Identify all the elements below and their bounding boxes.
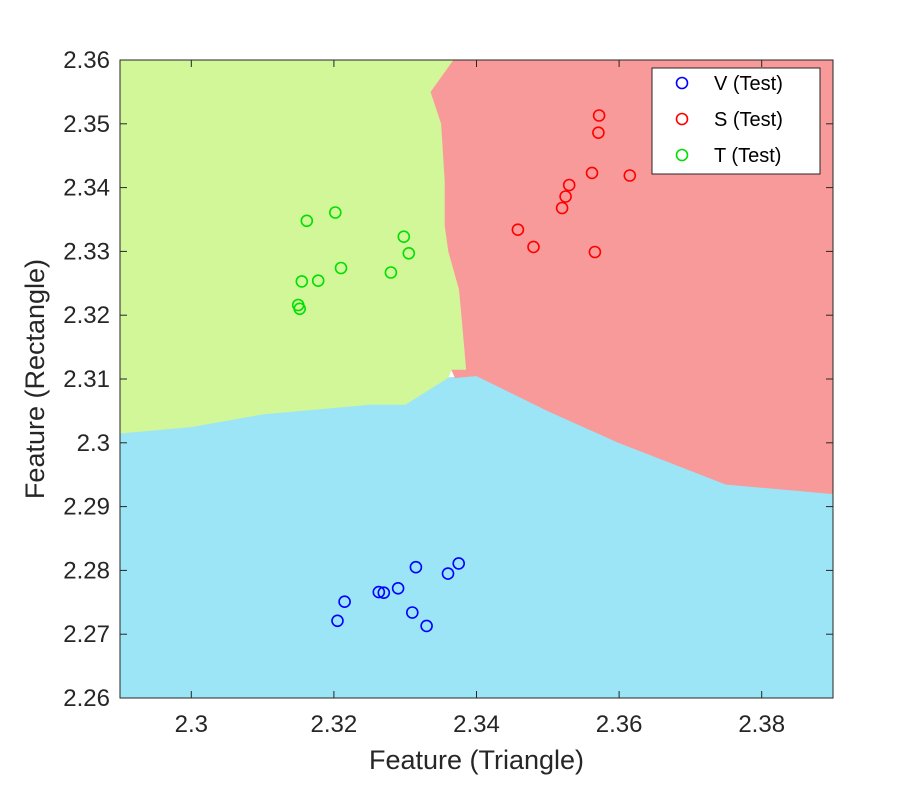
point-s-test-7 <box>588 245 602 259</box>
point-s-test-3 <box>555 201 569 215</box>
legend-entry-v-test: V (Test) <box>714 73 783 95</box>
point-t-test-2 <box>293 302 307 316</box>
y-tick-label: 2.29 <box>63 494 110 521</box>
point-t-test-8 <box>384 266 398 279</box>
x-tick-label: 2.38 <box>738 711 785 738</box>
y-tick-label: 2.3 <box>77 430 110 457</box>
x-tick-label: 2.34 <box>453 711 500 738</box>
y-tick-label: 2.31 <box>63 366 110 393</box>
point-t-test-3 <box>295 275 309 288</box>
legend: V (Test) S (Test) T (Test) <box>651 67 821 175</box>
legend-marker-v-test <box>675 76 689 90</box>
y-axis-label: Feature (Rectangle) <box>20 259 50 499</box>
x-tick-label: 2.32 <box>311 711 358 738</box>
point-v-test-7 <box>409 560 423 574</box>
point-s-test-9 <box>592 109 606 122</box>
y-tick-label: 2.28 <box>63 557 110 584</box>
point-t-test-5 <box>311 274 325 288</box>
point-v-test-4 <box>377 586 391 600</box>
y-tick-label: 2.36 <box>63 47 110 74</box>
point-s-test-5 <box>562 178 576 192</box>
y-tick-label: 2.33 <box>63 238 110 265</box>
point-v-test-9 <box>441 567 455 580</box>
point-v-test-3 <box>372 585 386 599</box>
point-v-test-10 <box>452 557 466 570</box>
x-tick-label: 2.3 <box>175 711 208 738</box>
y-tick-label: 2.34 <box>63 175 110 202</box>
point-t-test-10 <box>402 247 416 260</box>
region-t <box>119 59 467 434</box>
point-s-test-1 <box>511 223 525 236</box>
point-s-test-6 <box>585 166 599 180</box>
x-axis-ticks: 2.3 2.32 2.34 2.36 2.38 <box>175 60 785 738</box>
x-tick-label: 2.36 <box>596 711 643 738</box>
point-s-test-8 <box>592 126 605 139</box>
legend-box <box>651 67 821 175</box>
y-tick-label: 2.26 <box>63 685 110 712</box>
point-v-test-5 <box>391 581 405 595</box>
x-axis-label: Feature (Triangle) <box>369 745 584 775</box>
test-points <box>291 109 637 633</box>
point-v-test-2 <box>338 595 351 609</box>
legend-marker-t-test <box>675 148 689 162</box>
point-v-test-6 <box>405 606 419 619</box>
point-s-test-10 <box>623 169 637 182</box>
point-s-test-2 <box>527 240 540 254</box>
y-tick-label: 2.27 <box>63 621 110 648</box>
point-t-test-4 <box>300 214 314 228</box>
y-tick-label: 2.35 <box>63 111 110 138</box>
point-v-test-1 <box>331 614 344 628</box>
legend-entry-t-test: T (Test) <box>714 145 781 167</box>
y-tick-label: 2.32 <box>63 302 110 329</box>
legend-entry-s-test: S (Test) <box>714 109 783 131</box>
point-s-test-4 <box>559 190 572 203</box>
point-t-test-9 <box>397 230 411 243</box>
legend-marker-s-test <box>675 112 689 126</box>
y-axis-ticks: 2.26 2.27 2.28 2.29 2.3 2.31 2.32 2.33 2.34 2.35 2… <box>63 47 833 712</box>
point-t-test-7 <box>334 261 348 275</box>
point-v-test-8 <box>420 619 433 633</box>
point-t-test-6 <box>328 206 342 219</box>
